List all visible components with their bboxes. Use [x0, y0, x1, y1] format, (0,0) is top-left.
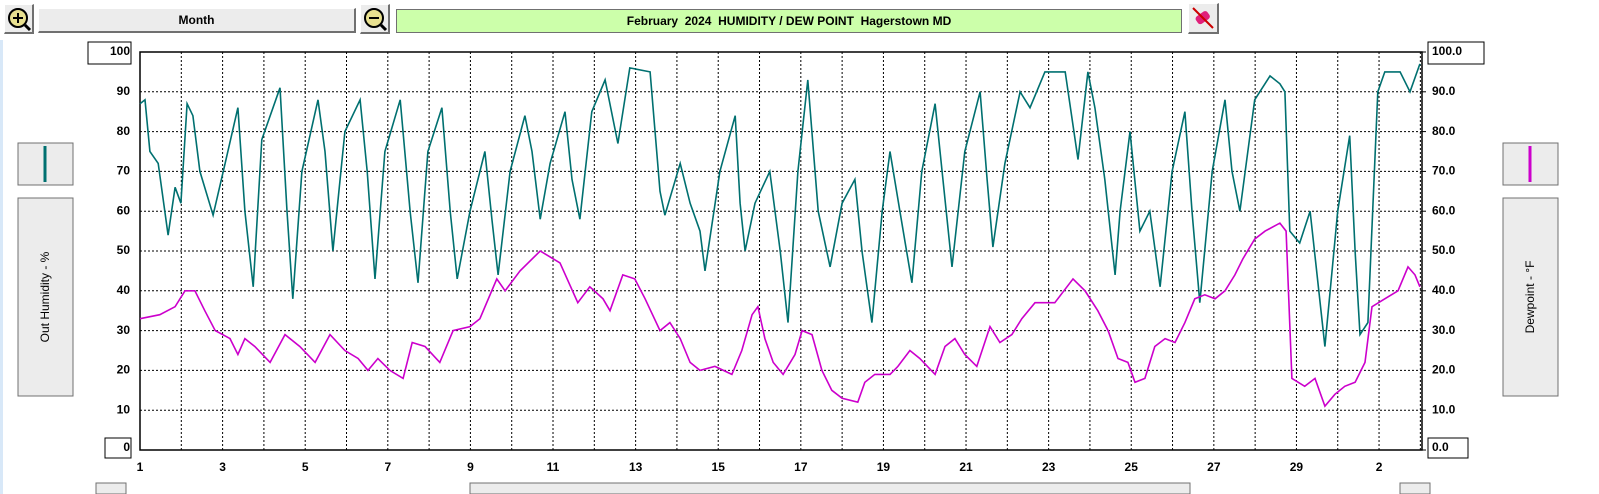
y-tick-label: 70	[117, 164, 131, 178]
series-line	[139, 63, 1421, 347]
y2-tick-label: 90.0	[1432, 84, 1456, 98]
chart-title: February 2024 HUMIDITY / DEW POINT Hager…	[396, 9, 1182, 33]
y-min-box	[104, 437, 132, 459]
y-tick-label: 100	[110, 44, 130, 58]
x-tick-label: 29	[1290, 460, 1304, 474]
x-tick-label: 7	[384, 460, 391, 474]
scroll-right-button[interactable]	[1399, 482, 1431, 494]
x-tick-label: 15	[712, 460, 726, 474]
y2-tick-label: 40.0	[1432, 283, 1456, 297]
y2-tick-label: 70.0	[1432, 164, 1456, 178]
x-tick-label: 25	[1125, 460, 1139, 474]
y-tick-label: 60	[117, 203, 131, 217]
x-tick-label: 1	[137, 460, 144, 474]
y2-axis-button[interactable]	[1502, 197, 1559, 397]
eraser-icon	[1192, 7, 1214, 29]
x-tick-label: 9	[467, 460, 474, 474]
x-tick-label: 27	[1207, 460, 1221, 474]
y2-max-box	[1427, 41, 1485, 65]
y-tick-label: 90	[117, 84, 131, 98]
x-tick-label: 5	[302, 460, 309, 474]
y-tick-label: 40	[117, 283, 131, 297]
zoom-out-button[interactable]	[360, 4, 390, 34]
y2-axis-label: Dewpoint - °F	[1523, 261, 1537, 334]
x-tick-label: 17	[794, 460, 808, 474]
scroll-left-button[interactable]	[95, 482, 127, 494]
period-button[interactable]: Month	[38, 8, 356, 33]
window-edge	[0, 40, 3, 494]
x-tick-label: 23	[1042, 460, 1056, 474]
y-tick-label: 50	[117, 243, 131, 257]
x-tick-label: 11	[547, 460, 560, 474]
y2-tick-label: 0.0	[1432, 440, 1449, 454]
y2-min-box	[1427, 437, 1469, 459]
scroll-bar[interactable]	[469, 482, 1191, 494]
y2-tick-label: 80.0	[1432, 124, 1456, 138]
zoom-out-icon	[363, 7, 387, 31]
y2-tick-label: 100.0	[1432, 44, 1462, 58]
x-tick-label: 19	[877, 460, 891, 474]
eraser-button[interactable]	[1188, 3, 1219, 34]
x-tick-label: 13	[629, 460, 643, 474]
plot-border	[139, 51, 1423, 451]
x-tick-label: 21	[959, 460, 973, 474]
y-tick-label: 10	[117, 402, 131, 416]
x-tick-label: 2	[1376, 460, 1383, 474]
y2-tick-label: 10.0	[1432, 402, 1456, 416]
zoom-in-button[interactable]	[4, 4, 34, 34]
series-line	[139, 222, 1421, 408]
y-max-box	[87, 41, 132, 65]
y-tick-label: 20	[117, 363, 131, 377]
y-tick-label: 30	[117, 323, 131, 337]
y-axis-button[interactable]	[17, 197, 74, 397]
x-tick-label: 3	[219, 460, 226, 474]
y2-tick-label: 60.0	[1432, 203, 1456, 217]
y-axis-label: Out Humidity - %	[38, 251, 52, 342]
y-tick-label: 0	[123, 440, 130, 454]
y2-tick-label: 50.0	[1432, 243, 1456, 257]
y2-tick-label: 20.0	[1432, 363, 1456, 377]
zoom-in-icon	[7, 7, 31, 31]
y-tick-label: 80	[117, 124, 131, 138]
y2-tick-label: 30.0	[1432, 323, 1456, 337]
